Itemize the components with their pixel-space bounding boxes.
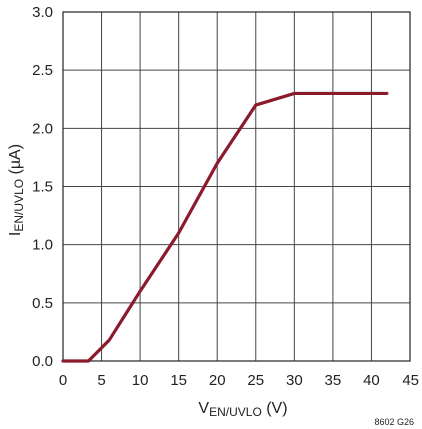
y-tick-label: 2.0	[32, 120, 53, 137]
x-tick-label: 15	[170, 372, 187, 389]
x-tick-label: 25	[247, 372, 264, 389]
y-tick-label: 1.5	[32, 179, 53, 196]
series-line	[61, 91, 389, 363]
y-tick-label: 3.0	[32, 4, 53, 21]
grid	[63, 12, 410, 361]
y-tick-label: 0.0	[32, 353, 53, 370]
figure-id: 8602 G26	[374, 417, 414, 427]
x-axis-label: VEN/UVLO (V)	[198, 400, 287, 419]
y-tick-label: 2.5	[32, 62, 53, 79]
plot-frame	[62, 11, 411, 362]
x-tick-label: 10	[132, 372, 149, 389]
y-axis-label: IEN/UVLO (µA)	[7, 144, 26, 236]
tick-labels: 0 5 10 15 20 25 30 35 40 45 0.0 0.5 1.0 1.5 2.0 2.5 3.0	[32, 4, 419, 389]
x-tick-label: 45	[402, 372, 419, 389]
x-tick-label: 40	[363, 372, 380, 389]
y-tick-label: 1.0	[32, 237, 53, 254]
x-tick-label: 0	[59, 372, 67, 389]
x-tick-label: 35	[325, 372, 342, 389]
x-tick-label: 30	[286, 372, 303, 389]
x-tick-label: 20	[209, 372, 226, 389]
y-tick-label: 0.5	[32, 295, 53, 312]
x-tick-label: 5	[97, 372, 105, 389]
